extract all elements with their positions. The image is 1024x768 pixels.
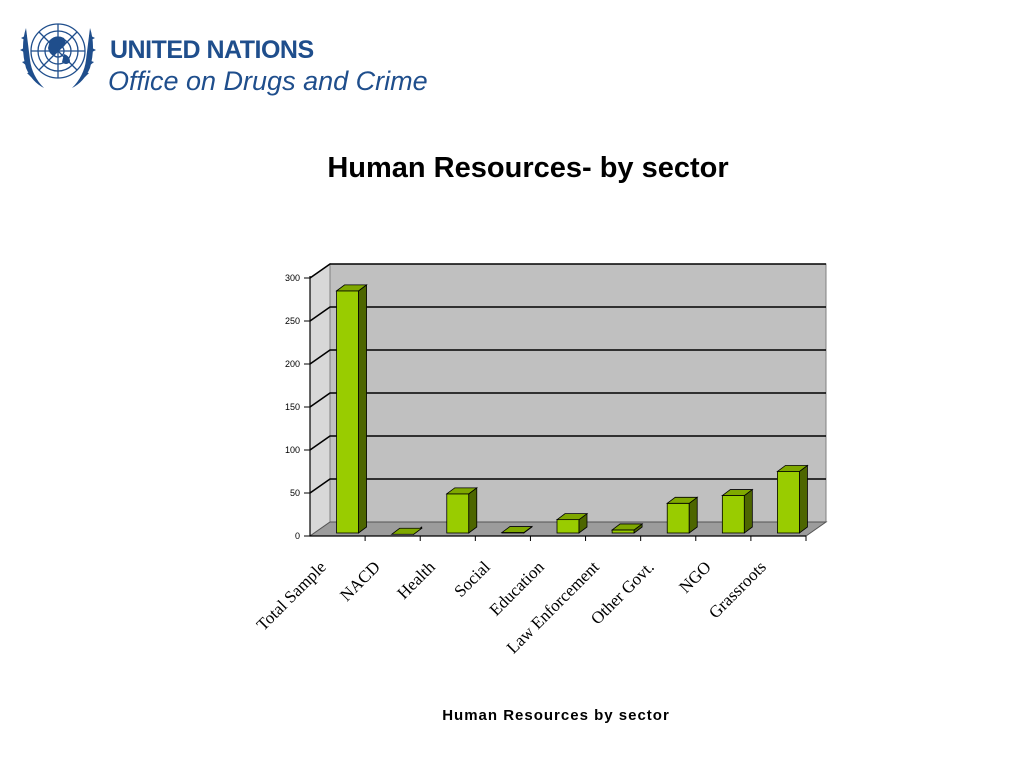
y-tick-label: 150 bbox=[285, 402, 300, 412]
x-tick-label: NACD bbox=[336, 557, 383, 604]
bar-other-govt- bbox=[666, 502, 690, 534]
unodc-logo: UNITED NATIONS Office on Drugs and Crime bbox=[12, 10, 452, 96]
bar-health bbox=[446, 493, 470, 534]
bar-side bbox=[743, 488, 753, 534]
bar-side bbox=[358, 284, 367, 534]
bar-top bbox=[555, 513, 589, 521]
bar-top bbox=[610, 523, 644, 531]
bar-top bbox=[776, 465, 809, 472]
gridline bbox=[309, 306, 826, 322]
gridline bbox=[309, 435, 826, 451]
x-tick-label: Total Sample bbox=[253, 557, 330, 634]
bar-top bbox=[390, 527, 423, 535]
gridline bbox=[309, 392, 826, 408]
y-tick-label: 100 bbox=[285, 445, 300, 455]
y-tick-label: 250 bbox=[285, 316, 300, 326]
x-tick-label: NGO bbox=[675, 557, 714, 596]
bar-ngo bbox=[721, 495, 745, 534]
bar-top bbox=[500, 526, 534, 533]
gridline bbox=[309, 478, 826, 494]
bar-top bbox=[721, 489, 754, 496]
bar-side bbox=[468, 487, 478, 534]
y-tick-label: 300 bbox=[285, 273, 300, 283]
y-tick-label: 0 bbox=[295, 531, 300, 541]
x-tick-label: Law Enforcement bbox=[503, 557, 603, 657]
bar-total-sample bbox=[336, 290, 359, 534]
bar-top bbox=[335, 284, 368, 292]
x-axis-title: Human Resources by sector bbox=[442, 707, 670, 724]
gridline bbox=[309, 349, 826, 365]
un-emblem-icon bbox=[20, 23, 96, 88]
page-title: Human Resources- by sector bbox=[327, 152, 729, 184]
x-tick-label: Social bbox=[450, 557, 494, 601]
bar-side bbox=[799, 464, 808, 534]
x-tick-label: Grassroots bbox=[705, 557, 770, 622]
bar-law-enforcement bbox=[611, 529, 635, 534]
bar-grassroots bbox=[777, 471, 800, 534]
logo-line-united-nations: UNITED NATIONS bbox=[110, 36, 314, 64]
bar-education bbox=[556, 519, 580, 534]
logo-line-unodc: Office on Drugs and Crime bbox=[108, 66, 428, 96]
x-tick-label: Health bbox=[393, 557, 439, 603]
y-tick-label: 200 bbox=[285, 359, 300, 369]
y-tick-label: 50 bbox=[290, 488, 300, 498]
bar-top bbox=[445, 487, 478, 495]
bar-top bbox=[666, 496, 699, 504]
gridline bbox=[309, 263, 826, 279]
